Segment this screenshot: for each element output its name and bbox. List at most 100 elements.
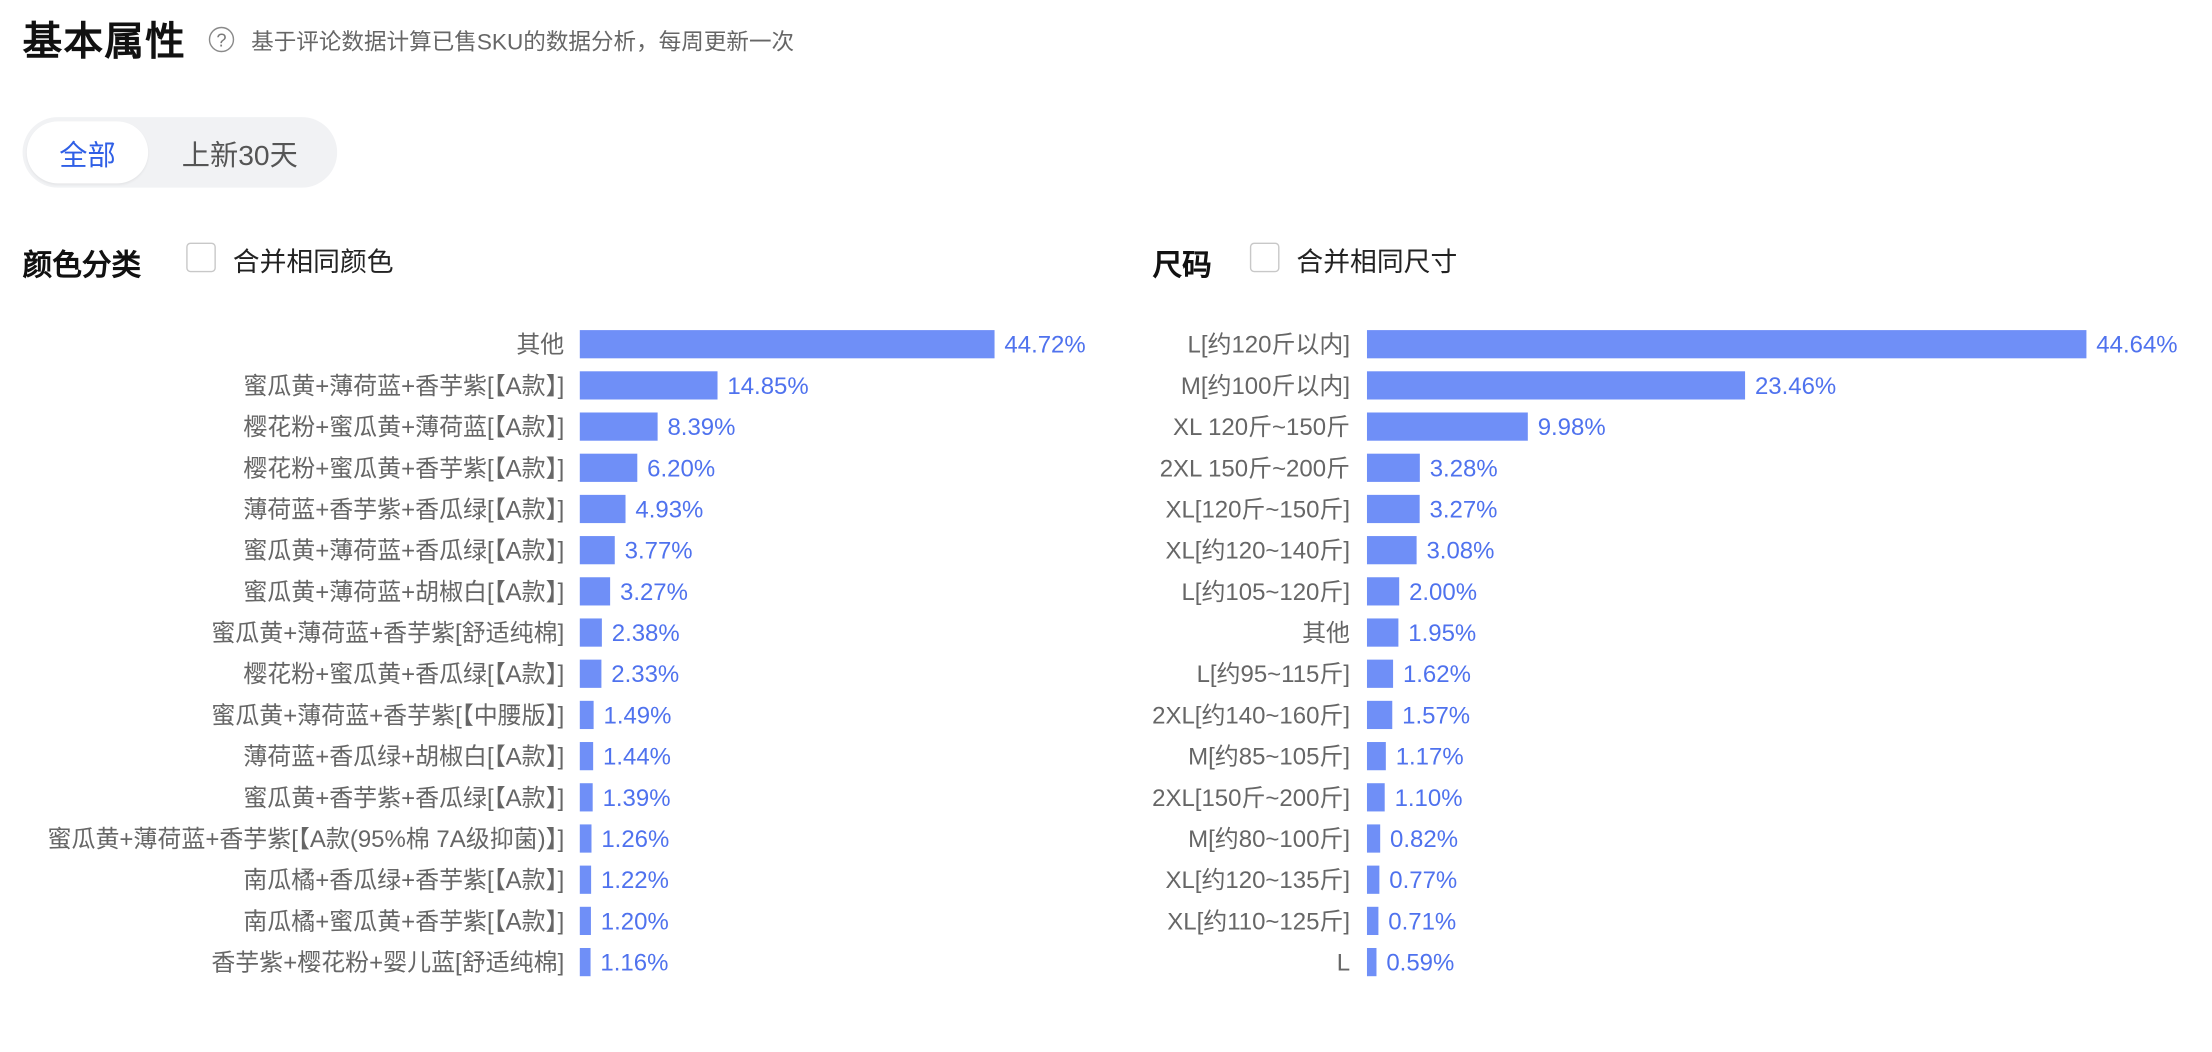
bar[interactable] [1366,783,1385,812]
merge-same-size-checkbox[interactable] [1249,242,1280,273]
category-label: XL[120斤~150斤] [1165,496,1350,523]
value-label: 1.57% [1402,702,1470,729]
bar[interactable] [1366,330,2087,359]
value-label: 9.98% [1538,414,1606,441]
value-label: 2.38% [612,620,680,647]
bar[interactable] [1366,700,1393,730]
category-label: 蜜瓜黄+薄荷蓝+香芋紫[【A款】] [243,373,564,400]
bar[interactable] [1366,453,1420,482]
value-label: 1.22% [601,867,669,894]
value-label: 3.27% [620,579,688,606]
category-label: M[约85~105斤] [1188,744,1350,771]
merge-same-size-label[interactable]: 合并相同尺寸 [1296,248,1458,278]
category-label: 香芋紫+樱花粉+婴儿蓝[舒适纯棉] [211,950,564,977]
value-label: 3.08% [1426,538,1494,565]
value-label: 1.16% [600,950,668,977]
bar[interactable] [1366,494,1420,524]
category-label: 蜜瓜黄+薄荷蓝+香瓜绿[【A款】] [243,538,564,565]
bar[interactable] [579,824,592,853]
bar[interactable] [579,371,718,400]
value-label: 1.17% [1396,744,1464,771]
bar[interactable] [579,412,658,441]
bar[interactable] [1366,536,1417,565]
bar[interactable] [579,536,615,565]
header: 基本属性 ? 基于评论数据计算已售SKU的数据分析，每周更新一次 [23,11,795,67]
bar[interactable] [579,453,638,482]
value-label: 1.26% [601,826,669,853]
bar[interactable] [1366,659,1394,688]
question-circle-icon[interactable]: ? [208,26,235,53]
bar[interactable] [579,618,602,647]
bar[interactable] [579,577,611,606]
bar[interactable] [1366,906,1379,936]
category-label: XL[约120~140斤] [1165,538,1350,565]
tab-all[interactable]: 全部 [26,121,149,184]
category-label: 南瓜橘+香瓜绿+香芋紫[【A款】] [243,867,564,894]
bar[interactable] [1366,412,1528,441]
merge-same-color-checkbox[interactable] [186,242,216,273]
value-label: 44.72% [1004,332,1085,359]
value-label: 3.27% [1430,496,1498,523]
bar[interactable] [579,947,591,977]
value-label: 1.62% [1403,661,1471,688]
category-label: XL[约110~125斤] [1167,908,1350,935]
color-section-title: 颜色分类 [22,249,142,283]
bar[interactable] [579,906,591,936]
time-range-tabs: 全部 上新30天 [22,117,338,188]
category-label: 南瓜橘+蜜瓜黄+香芋紫[【A款】] [243,908,564,935]
value-label: 1.39% [603,785,671,812]
value-label: 1.10% [1395,785,1463,812]
category-label: 蜜瓜黄+薄荷蓝+胡椒白[【A款】] [243,579,564,606]
page-subtitle: 基于评论数据计算已售SKU的数据分析，每周更新一次 [251,31,795,56]
tab-new-30-days[interactable]: 上新30天 [181,140,298,172]
value-label: 23.46% [1755,373,1836,400]
category-label: M[约100斤以内] [1181,373,1350,400]
value-label: 3.28% [1430,455,1498,482]
value-label: 0.71% [1388,908,1456,935]
bar[interactable] [1366,947,1377,977]
category-label: L [1337,950,1350,977]
value-label: 2.00% [1409,579,1477,606]
value-label: 8.39% [667,414,735,441]
bar[interactable] [579,494,626,524]
category-label: 2XL[约140~160斤] [1152,702,1350,729]
bar[interactable] [579,659,602,688]
category-label: 2XL[150斤~200斤] [1152,785,1350,812]
category-label: L[约105~120斤] [1181,579,1350,606]
bar[interactable] [579,700,594,730]
bar[interactable] [579,742,594,771]
value-label: 1.49% [603,702,671,729]
bar[interactable] [579,330,995,359]
value-label: 1.44% [603,744,671,771]
page-title: 基本属性 [22,19,187,64]
bar[interactable] [1366,742,1386,771]
value-label: 1.20% [601,908,669,935]
category-label: 蜜瓜黄+薄荷蓝+香芋紫[【中腰版】] [211,702,564,729]
value-label: 1.95% [1408,620,1476,647]
category-label: 蜜瓜黄+香芋紫+香瓜绿[【A款】] [243,785,564,812]
bar[interactable] [579,865,592,894]
bar[interactable] [579,783,593,812]
value-label: 3.77% [625,538,693,565]
value-label: 44.64% [2096,332,2177,359]
merge-same-color-label[interactable]: 合并相同颜色 [232,248,394,278]
category-label: L[约120斤以内] [1188,332,1351,359]
category-label: 其他 [516,332,564,359]
bar[interactable] [1366,371,1746,400]
bar[interactable] [1366,618,1399,647]
bar[interactable] [1366,577,1400,606]
category-label: 其他 [1302,620,1350,647]
value-label: 0.82% [1390,826,1458,853]
category-label: 蜜瓜黄+薄荷蓝+香芋紫[【A款(95%棉 7A级抑菌)】] [48,826,565,853]
bar[interactable] [1366,865,1380,894]
value-label: 0.59% [1386,950,1454,977]
color-distribution-chart: 其他 44.72% 蜜瓜黄+薄荷蓝+香芋紫[【A款】] 14.85% 樱花粉+蜜瓜黄+薄… [48,330,1086,977]
value-label: 14.85% [727,373,808,400]
category-label: 2XL 150斤~200斤 [1160,455,1350,482]
value-label: 0.77% [1389,867,1457,894]
category-label: 薄荷蓝+香瓜绿+胡椒白[【A款】] [243,744,564,771]
category-label: 樱花粉+蜜瓜黄+香芋紫[【A款】] [243,455,564,482]
bar[interactable] [1366,824,1381,853]
category-label: L[约95~115斤] [1197,661,1350,688]
